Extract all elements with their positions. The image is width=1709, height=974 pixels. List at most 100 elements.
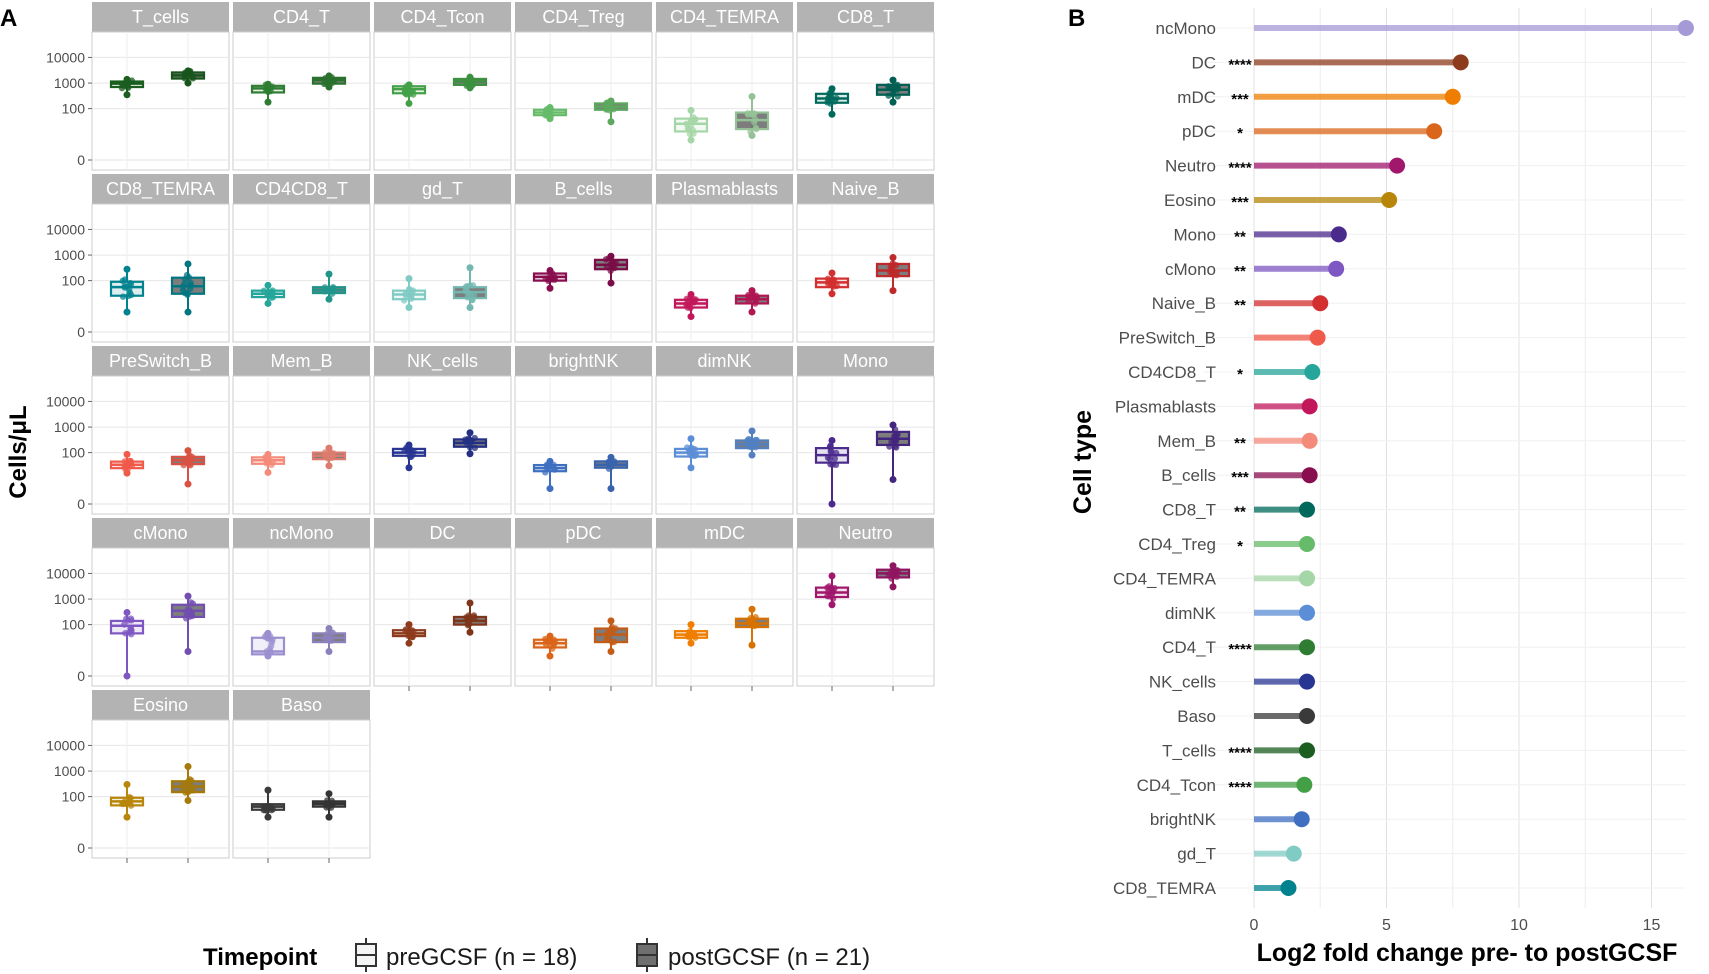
pre-point: [829, 595, 837, 602]
post-point: [328, 637, 335, 644]
facet-title: mDC: [704, 523, 745, 543]
lollipop-dot: [1381, 192, 1398, 208]
post-point: [466, 450, 474, 458]
facet-strip: [92, 346, 229, 376]
x-tick-label: 10: [1510, 917, 1528, 934]
pre-point: [123, 75, 131, 83]
post-point: [748, 641, 756, 649]
post-point: [752, 124, 760, 132]
facet-title: Naive_B: [831, 179, 899, 200]
post-point: [184, 67, 192, 75]
lollipop-dot: [1309, 329, 1326, 346]
y-tick-label: 1000: [54, 75, 85, 91]
post-point: [893, 271, 900, 279]
facet-CD4_TEMRA: CD4_TEMRA: [655, 2, 794, 171]
post-point: [752, 436, 759, 444]
post-point: [748, 111, 756, 118]
pre-point: [409, 287, 417, 294]
facet-title: CD4CD8_T: [255, 179, 348, 200]
pre-point: [123, 672, 131, 680]
pre-point: [263, 807, 271, 814]
facet-panel: [91, 719, 230, 859]
post-point: [894, 430, 901, 438]
facet-title: brightNK: [548, 351, 618, 371]
significance-marker: ***: [1231, 469, 1249, 486]
pre-point: [263, 460, 270, 467]
post-point: [889, 562, 897, 570]
significance-marker: **: [1234, 263, 1246, 280]
y-axis-title: Cell type: [1069, 410, 1097, 514]
category-label: Mem_B: [1157, 432, 1216, 451]
pre-point: [687, 464, 695, 472]
category-label: Eosino: [1164, 191, 1216, 210]
pre-point: [546, 652, 554, 660]
pre-point: [828, 436, 836, 444]
pre-point: [833, 94, 840, 102]
facet-CD4_Tcon: CD4_Tcon: [373, 2, 512, 171]
lollipop-dot: [1299, 742, 1315, 759]
category-label: CD4_T: [1162, 638, 1216, 657]
lollipop-dot: [1328, 260, 1345, 277]
post-point: [184, 260, 192, 268]
panel-a-label: A: [0, 5, 17, 32]
pre-point: [405, 99, 413, 107]
lollipop-dot: [1285, 845, 1302, 862]
lollipop-T_cells: T_cells ****: [1162, 741, 1686, 761]
post-point: [748, 451, 756, 459]
category-label: gd_T: [1177, 845, 1216, 864]
lollipop-CD4_Treg: CD4_Treg *: [1138, 535, 1686, 555]
post-point: [465, 289, 472, 297]
post-point: [181, 280, 188, 288]
x-tick-label: 0: [1250, 917, 1259, 934]
significance-marker: **: [1234, 435, 1246, 452]
post-point: [189, 600, 196, 607]
pre-point: [119, 800, 126, 808]
lollipop-ncMono: ncMono: [1156, 19, 1694, 38]
post-point: [889, 254, 897, 262]
post-point: [464, 619, 472, 627]
post-point: [325, 648, 333, 656]
category-label: dimNK: [1165, 604, 1217, 623]
pre-point: [546, 457, 554, 465]
pre-point: [827, 442, 834, 449]
lollipop-Plasmablasts: Plasmablasts: [1115, 397, 1686, 416]
post-point: [607, 252, 615, 260]
facet-strip: [656, 174, 793, 204]
lollipop-dot: [1299, 536, 1315, 552]
post-point: [187, 285, 194, 292]
pre-point: [405, 275, 413, 283]
post-point: [466, 444, 474, 451]
y-tick-label: 100: [62, 789, 86, 805]
post-point: [608, 625, 615, 633]
lollipop-PreSwitch_B: PreSwitch_B: [1119, 329, 1686, 348]
category-label: Mono: [1173, 225, 1216, 244]
pre-point: [692, 116, 699, 123]
lollipop-Baso: Baso: [1177, 707, 1686, 726]
pre-point: [264, 652, 272, 660]
facet-panel: [655, 375, 794, 515]
category-label: brightNK: [1150, 810, 1217, 829]
post-point: [748, 132, 756, 140]
facet-strip: [233, 2, 370, 32]
pre-point: [546, 115, 554, 123]
facet-strip: [656, 2, 793, 32]
facet-title: CD8_T: [837, 7, 894, 28]
pre-point: [123, 91, 131, 99]
pre-point: [264, 98, 272, 106]
facet-ncMono: ncMono: [232, 518, 371, 687]
post-point: [187, 608, 195, 615]
lollipop-dot: [1299, 673, 1315, 690]
post-point: [330, 285, 337, 292]
pre-point: [262, 86, 270, 93]
pre-point: [830, 276, 837, 283]
facet-strip: [374, 518, 511, 548]
pre-point: [407, 293, 414, 301]
pre-point: [546, 266, 554, 274]
pre-point: [547, 642, 554, 650]
facet-B_cells: B_cells: [514, 174, 653, 343]
post-point: [329, 453, 337, 461]
facet-title: NK_cells: [407, 351, 478, 372]
lollipop-dot: [1299, 570, 1315, 587]
category-label: B_cells: [1161, 466, 1216, 485]
